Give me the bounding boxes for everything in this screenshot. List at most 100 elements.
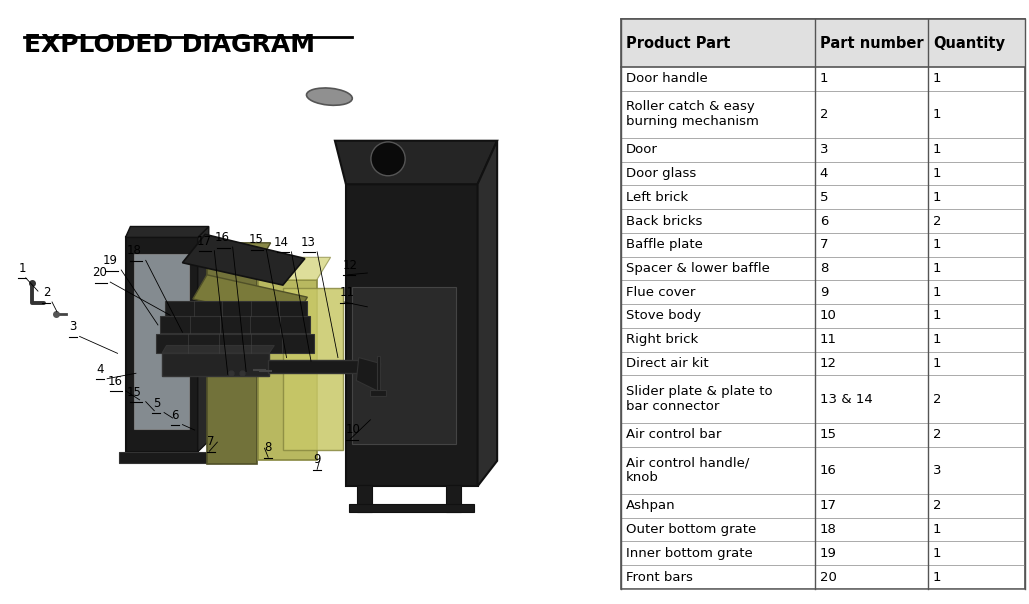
Text: Spacer & lower baffle: Spacer & lower baffle (626, 262, 770, 275)
Text: 1: 1 (933, 167, 942, 180)
Text: 2: 2 (933, 393, 942, 405)
Text: Outer bottom grate: Outer bottom grate (626, 523, 756, 536)
Text: 19: 19 (820, 547, 837, 560)
Text: 1: 1 (933, 191, 942, 204)
Text: EXPLODED DIAGRAM: EXPLODED DIAGRAM (25, 33, 316, 57)
Circle shape (370, 142, 405, 176)
Bar (377, 356, 380, 396)
Text: Quantity: Quantity (933, 36, 1004, 51)
Polygon shape (207, 243, 271, 266)
Text: 2: 2 (820, 108, 828, 121)
Text: 12: 12 (343, 259, 358, 272)
Text: 13: 13 (300, 236, 315, 249)
Text: 18: 18 (128, 244, 142, 257)
Text: 4: 4 (97, 362, 104, 376)
Text: 1: 1 (933, 108, 942, 121)
Bar (346, 184, 477, 486)
Text: 15: 15 (248, 233, 263, 246)
Text: Right brick: Right brick (626, 333, 698, 346)
Bar (119, 452, 222, 463)
Text: 1: 1 (933, 143, 942, 156)
Text: 1: 1 (820, 72, 828, 85)
Text: 8: 8 (264, 441, 272, 454)
Text: Baffle plate: Baffle plate (626, 239, 703, 251)
Polygon shape (163, 345, 275, 353)
Text: 3: 3 (69, 320, 76, 333)
Text: 15: 15 (128, 385, 142, 399)
Polygon shape (182, 234, 305, 285)
Text: Air control handle/
knob: Air control handle/ knob (626, 456, 749, 484)
Text: 1: 1 (933, 309, 942, 323)
Text: 10: 10 (820, 309, 837, 323)
Text: 11: 11 (820, 333, 837, 346)
Bar (134, 254, 189, 429)
Bar (258, 280, 317, 460)
Text: 8: 8 (820, 262, 828, 275)
Bar (126, 237, 198, 452)
Text: 16: 16 (820, 464, 837, 477)
Text: Slider plate & plate to
bar connector: Slider plate & plate to bar connector (626, 385, 772, 413)
Text: Front bars: Front bars (626, 571, 693, 583)
Text: 1: 1 (933, 286, 942, 299)
Text: 2: 2 (933, 428, 942, 441)
Text: Flue cover: Flue cover (626, 286, 695, 299)
Text: 2: 2 (43, 286, 50, 299)
Text: Left brick: Left brick (626, 191, 687, 204)
Bar (161, 316, 311, 333)
Bar (352, 287, 456, 444)
Text: 17: 17 (820, 500, 837, 512)
Polygon shape (477, 141, 497, 486)
Bar (446, 485, 461, 512)
Ellipse shape (307, 88, 352, 105)
Text: 13 & 14: 13 & 14 (820, 393, 873, 405)
Text: 16: 16 (215, 231, 229, 244)
Text: 4: 4 (820, 167, 828, 180)
Text: 17: 17 (197, 234, 211, 248)
Bar (370, 390, 386, 396)
Text: Inner bottom grate: Inner bottom grate (626, 547, 752, 560)
Text: 1: 1 (933, 72, 942, 85)
Text: 20: 20 (93, 266, 107, 279)
Polygon shape (198, 226, 209, 452)
Text: 6: 6 (820, 214, 828, 228)
Text: 5: 5 (153, 396, 161, 410)
Text: 18: 18 (820, 523, 837, 536)
Text: 19: 19 (103, 254, 117, 267)
Text: 11: 11 (340, 286, 355, 299)
Polygon shape (126, 226, 209, 237)
Text: 1: 1 (933, 239, 942, 251)
Bar (163, 353, 270, 376)
Text: Ashpan: Ashpan (626, 500, 675, 512)
Bar (156, 334, 314, 353)
Text: Part number: Part number (820, 36, 923, 51)
Text: 16: 16 (107, 374, 122, 388)
Polygon shape (356, 358, 381, 391)
Text: Door: Door (626, 143, 658, 156)
Text: 20: 20 (820, 571, 837, 583)
Polygon shape (334, 141, 497, 184)
Text: 15: 15 (820, 428, 837, 441)
Text: 9: 9 (820, 286, 828, 299)
Text: 1: 1 (933, 357, 942, 370)
Bar (357, 485, 372, 512)
Bar (269, 360, 359, 373)
Text: Roller catch & easy
burning mechanism: Roller catch & easy burning mechanism (626, 100, 758, 128)
Text: Air control bar: Air control bar (626, 428, 721, 441)
Polygon shape (192, 275, 308, 321)
Text: 1: 1 (19, 262, 26, 275)
Text: Door handle: Door handle (626, 72, 707, 85)
Text: 1: 1 (933, 333, 942, 346)
Text: 6: 6 (171, 408, 179, 422)
Text: 12: 12 (820, 357, 837, 370)
Text: Product Part: Product Part (626, 36, 730, 51)
Text: Door glass: Door glass (626, 167, 696, 180)
Text: Stove body: Stove body (626, 309, 701, 323)
Bar (207, 266, 257, 464)
Bar (620, 19, 1025, 67)
Text: 10: 10 (346, 423, 361, 436)
Text: Direct air kit: Direct air kit (626, 357, 708, 370)
Bar (166, 301, 308, 316)
Bar (349, 504, 474, 512)
Text: 7: 7 (820, 239, 828, 251)
Text: 1: 1 (933, 571, 942, 583)
